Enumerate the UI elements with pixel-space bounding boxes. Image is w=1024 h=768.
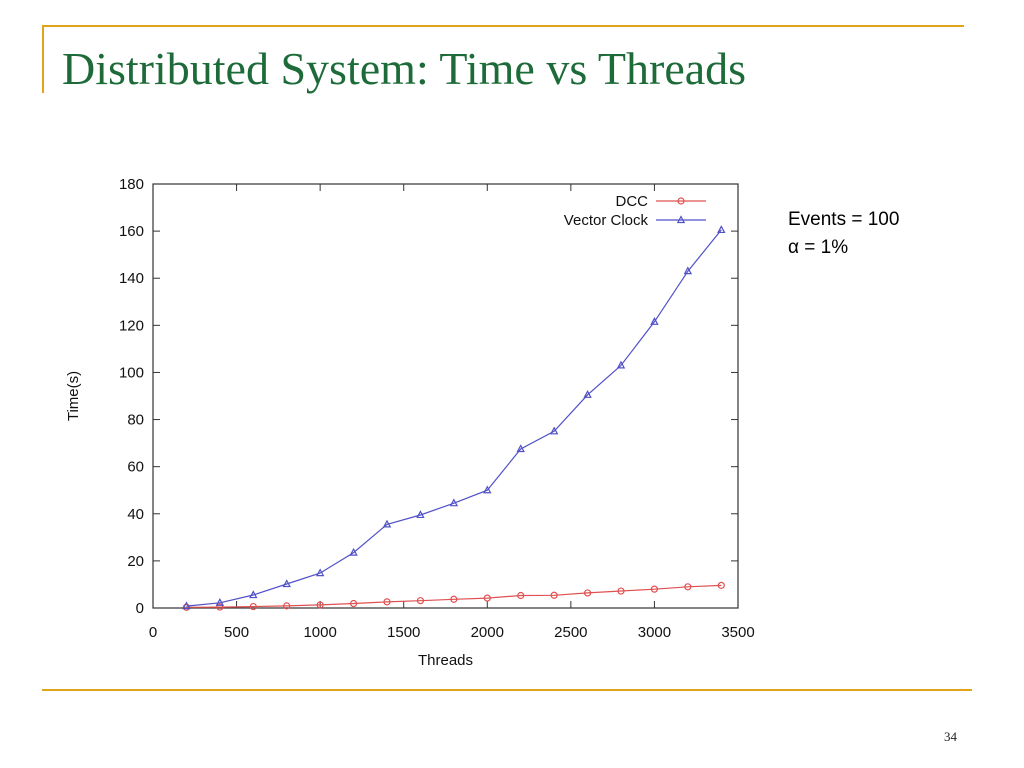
y-tick-label: 0 xyxy=(136,600,144,617)
data-point-dcc xyxy=(650,585,659,593)
data-point-dcc xyxy=(349,599,358,608)
data-point-dcc xyxy=(216,603,224,611)
y-tick-label: 20 xyxy=(127,553,144,570)
data-point-vector-clock xyxy=(549,426,559,435)
data-point-dcc xyxy=(717,581,725,589)
data-point-dcc xyxy=(583,589,592,597)
data-point-vector-clock xyxy=(416,510,425,519)
data-point-dcc xyxy=(383,598,391,606)
y-tick-label: 80 xyxy=(127,412,144,429)
data-point-vector-clock xyxy=(349,547,358,556)
plot-frame xyxy=(152,183,739,609)
data-point-vector-clock xyxy=(616,360,626,369)
y-tick-label: 40 xyxy=(127,506,144,523)
data-point-vector-clock xyxy=(182,601,191,610)
bottom-rule xyxy=(42,689,972,691)
top-rule xyxy=(42,25,964,27)
x-tick-label: 3500 xyxy=(721,624,754,641)
data-point-vector-clock xyxy=(282,579,291,588)
x-tick-label: 2500 xyxy=(554,624,587,641)
legend-label: Vector Clock xyxy=(564,212,649,229)
data-point-vector-clock xyxy=(215,598,225,606)
y-tick-label: 180 xyxy=(119,176,144,193)
x-tick-label: 500 xyxy=(224,624,249,641)
data-point-vector-clock xyxy=(516,444,525,453)
x-axis-label: Threads xyxy=(418,652,473,669)
page-number: 34 xyxy=(944,729,957,744)
data-point-dcc xyxy=(517,591,525,600)
legend-marker-dcc xyxy=(677,197,685,205)
y-tick-label: 120 xyxy=(119,317,144,334)
data-point-vector-clock xyxy=(382,519,392,528)
data-point-dcc xyxy=(483,594,491,602)
events-note: Events = 100 xyxy=(788,209,900,230)
data-point-dcc xyxy=(617,587,625,595)
y-tick-label: 100 xyxy=(119,364,144,381)
legend-label: DCC xyxy=(616,193,649,210)
chart-annotation: Events = 100 α = 1% xyxy=(788,206,899,262)
series-line-vector-clock xyxy=(186,229,722,607)
data-point-dcc xyxy=(249,602,257,611)
x-tick-label: 1500 xyxy=(387,624,420,641)
line-chart: 0 20 40 60 80 100 120 140 160 180 0 500 1000 1500 2000… xyxy=(40,160,780,680)
x-tick-label: 0 xyxy=(149,624,157,641)
data-point-vector-clock xyxy=(483,485,492,494)
data-point-vector-clock xyxy=(717,225,726,234)
x-tick-label: 1000 xyxy=(303,624,336,641)
data-point-vector-clock xyxy=(249,590,258,599)
data-point-vector-clock xyxy=(583,390,592,398)
y-tick-label: 160 xyxy=(119,223,144,240)
legend-marker-vector-clock xyxy=(676,215,686,224)
y-tick-label: 140 xyxy=(119,270,144,287)
data-point-dcc xyxy=(450,595,458,603)
chart-canvas: 0 20 40 60 80 100 120 140 160 180 0 500 1000 1500 2000… xyxy=(65,176,755,669)
data-point-dcc xyxy=(416,597,425,605)
data-point-vector-clock xyxy=(683,266,693,275)
y-tick-label: 60 xyxy=(127,459,144,476)
data-point-dcc xyxy=(684,583,692,591)
data-point-dcc xyxy=(316,601,324,609)
data-point-vector-clock xyxy=(315,568,325,577)
data-point-vector-clock xyxy=(650,317,659,325)
alpha-note: α = 1% xyxy=(788,237,849,258)
x-tick-label: 3000 xyxy=(638,624,671,641)
data-point-dcc xyxy=(550,591,558,599)
x-tick-label: 2000 xyxy=(471,624,504,641)
data-point-vector-clock xyxy=(449,498,459,507)
data-point-dcc xyxy=(283,602,291,610)
series-line-dcc xyxy=(186,584,722,608)
slide-title: Distributed System: Time vs Threads xyxy=(62,43,747,94)
y-axis-label: Time(s) xyxy=(65,371,82,421)
left-rule xyxy=(42,25,44,93)
